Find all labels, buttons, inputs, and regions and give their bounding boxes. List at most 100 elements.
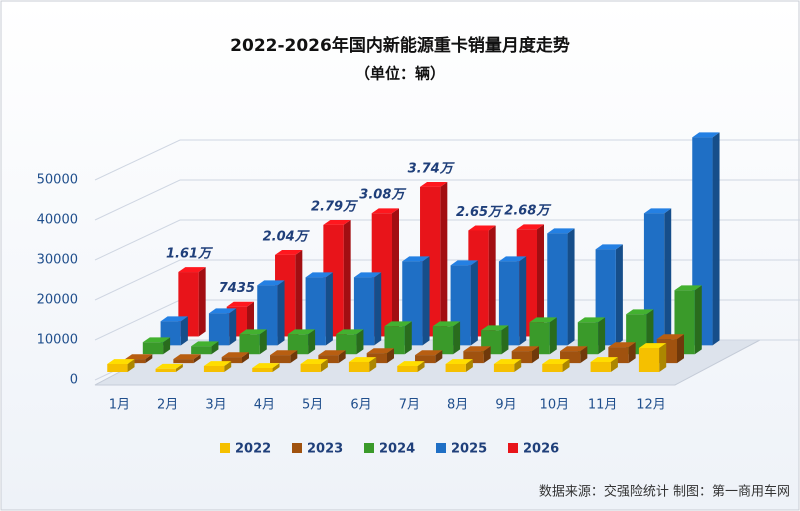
grid-line: [94, 179, 800, 221]
legend-swatch: [220, 443, 230, 453]
bar-top: [221, 352, 249, 358]
data-label: 1.61万: [166, 247, 214, 262]
bar-side: [391, 208, 399, 337]
bar: [239, 334, 260, 355]
bar-top: [142, 337, 171, 343]
bar-top: [595, 244, 623, 250]
bar-side: [712, 132, 720, 346]
bar-top: [692, 132, 720, 138]
bar-side: [664, 208, 672, 346]
bar-top: [300, 359, 328, 364]
bar: [590, 362, 611, 372]
bar: [348, 362, 370, 372]
bar-top: [590, 357, 618, 362]
bar-top: [402, 256, 430, 262]
bar-top: [348, 357, 377, 362]
x-tick-label: 6月: [350, 398, 371, 413]
bar-side: [308, 329, 316, 355]
bar-side: [435, 350, 443, 364]
bar-top: [270, 350, 298, 356]
bar-top: [432, 321, 461, 327]
bar-top: [468, 225, 496, 231]
bar-side: [193, 354, 201, 364]
x-tick-label: 9月: [495, 398, 516, 413]
bar-top: [203, 361, 232, 366]
bar-top: [239, 329, 267, 335]
data-label: 3.08万: [359, 188, 407, 203]
bar-side: [465, 359, 473, 372]
bar-top: [208, 308, 237, 314]
bar-top: [366, 348, 394, 354]
bar-top: [420, 181, 448, 187]
bar-side: [453, 321, 461, 355]
bar-top: [191, 341, 219, 347]
bar-side: [440, 181, 448, 337]
x-tick-label: 11月: [588, 398, 618, 413]
bar-top: [397, 361, 425, 366]
bar-side: [536, 224, 544, 337]
bar-side: [272, 363, 280, 372]
bar-top: [498, 256, 527, 262]
bar-side: [519, 256, 527, 346]
x-tick-label: 2月: [157, 398, 178, 413]
y-tick-label: 0: [70, 373, 78, 388]
chart-subtitle: （单位：辆）: [355, 65, 445, 83]
bar: [498, 261, 520, 346]
y-tick-label: 40000: [37, 213, 78, 228]
bar-top: [226, 301, 254, 307]
bar-top: [107, 359, 135, 364]
x-tick-label: 3月: [205, 398, 226, 413]
bar-top: [125, 354, 153, 360]
bar-side: [483, 346, 491, 364]
bar-side: [531, 346, 539, 364]
legend-label: 2022: [235, 442, 271, 457]
bar-top: [511, 346, 539, 352]
legend-label: 2024: [379, 442, 415, 457]
bar-top: [493, 359, 522, 364]
bar-side: [145, 354, 153, 364]
bar-side: [404, 321, 412, 355]
bar: [397, 366, 418, 372]
bar-top: [173, 354, 201, 360]
bar-side: [694, 285, 702, 355]
y-tick-label: 20000: [37, 293, 78, 308]
grid-line: [94, 219, 800, 261]
bar: [336, 334, 357, 355]
bar: [203, 366, 225, 372]
bar: [305, 277, 326, 346]
bar-top: [384, 321, 412, 327]
bar: [208, 313, 230, 346]
bar-top: [252, 363, 280, 368]
legend-swatch: [292, 443, 302, 453]
bar: [107, 364, 128, 372]
bar-side: [229, 308, 237, 346]
bar-top: [463, 346, 491, 352]
bar: [300, 364, 321, 372]
chart-title: 2022-2026年国内新能源重卡销量月度走势: [230, 35, 570, 56]
bar-side: [628, 342, 636, 364]
x-tick-label: 7月: [399, 398, 420, 413]
bar-side: [659, 343, 667, 372]
bar-top: [178, 267, 206, 273]
bar-side: [320, 359, 328, 372]
x-tick-label: 8月: [447, 398, 468, 413]
bar-side: [295, 249, 303, 337]
bar-side: [325, 272, 333, 346]
y-tick-label: 30000: [37, 253, 78, 268]
bar: [287, 334, 309, 355]
bar-side: [676, 334, 684, 364]
bar-side: [198, 267, 206, 337]
bar-top: [643, 208, 672, 214]
bar: [191, 346, 212, 355]
bar-top: [415, 350, 443, 356]
x-tick-label: 5月: [302, 398, 323, 413]
data-label: 2.68万: [504, 204, 552, 219]
bar-side: [417, 361, 425, 372]
bar-side: [246, 301, 254, 337]
bar: [366, 353, 387, 364]
bar-top: [577, 317, 606, 323]
bar: [270, 355, 291, 364]
bar-side: [175, 363, 183, 372]
data-label: 2.65万: [456, 205, 504, 220]
